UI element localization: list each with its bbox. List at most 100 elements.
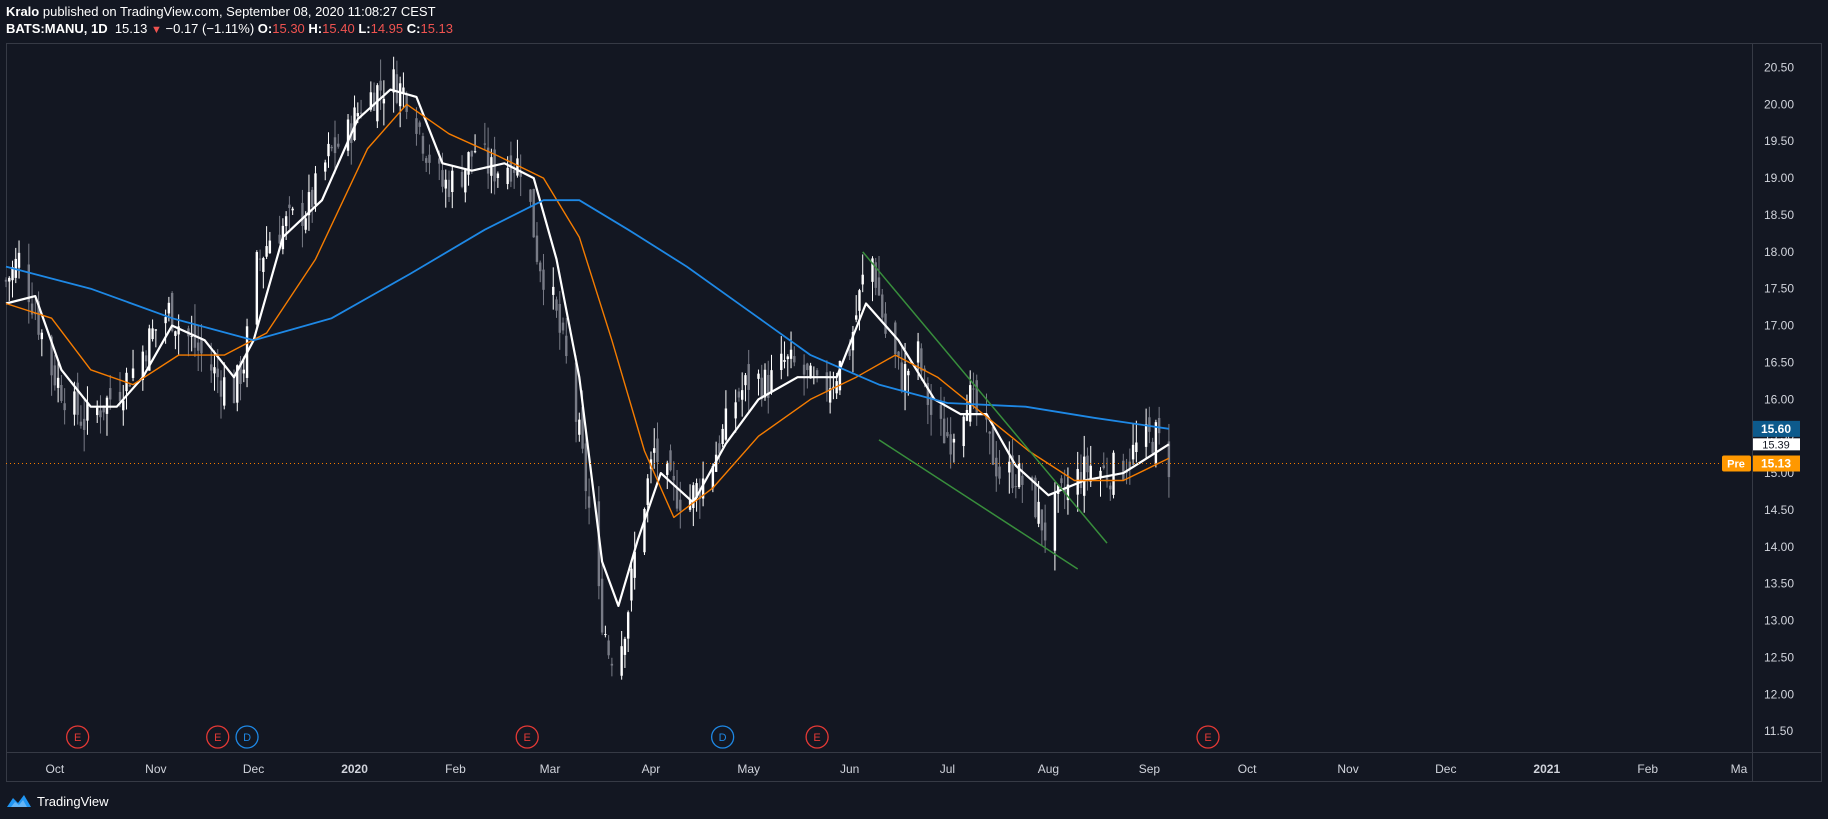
trendline-2[interactable] — [878, 439, 1079, 570]
time-axis[interactable]: Oct Nov Dec 2020 Feb Mar Apr May Jun Jul Aug Sep Oct… — [46, 762, 1748, 776]
candle-body — [1021, 475, 1024, 485]
publish-header: Kralo published on TradingView.com, Sept… — [6, 4, 436, 20]
candle-body — [851, 332, 855, 351]
candle-body — [428, 154, 431, 163]
candle-body — [177, 326, 180, 335]
event-circle — [66, 725, 90, 749]
candle-body — [242, 369, 245, 374]
candle-body — [330, 146, 333, 149]
candle-body — [284, 216, 288, 227]
trendlines[interactable] — [862, 251, 1108, 570]
candle-body — [216, 368, 219, 378]
candle-body — [327, 143, 330, 157]
earnings-marker[interactable]: E — [66, 725, 90, 749]
earnings-marker[interactable]: E — [206, 725, 230, 749]
candle-body — [324, 162, 327, 172]
candle-body — [356, 113, 360, 117]
candle-body — [695, 483, 698, 498]
candle-body — [539, 262, 542, 272]
candle-body — [346, 119, 350, 151]
candle-body — [747, 364, 750, 390]
candle-body — [141, 351, 145, 381]
y-tick-label: 17.00 — [1764, 319, 1794, 333]
author-name[interactable]: Kralo — [6, 4, 40, 19]
candle-body — [164, 317, 167, 324]
y-tick-label: 17.50 — [1764, 282, 1794, 296]
candle-body — [643, 508, 646, 553]
tradingview-logo-icon — [7, 795, 31, 807]
candle-body — [213, 367, 216, 374]
dividend-marker[interactable]: D — [235, 725, 259, 749]
candle-body — [196, 342, 200, 351]
candle-body — [965, 409, 969, 421]
y-tick-label: 12.00 — [1764, 687, 1794, 701]
candle-body — [832, 386, 835, 388]
price-axis[interactable]: 11.5012.0012.5013.0013.5014.0014.5015.00… — [1764, 60, 1794, 738]
dividend-marker[interactable]: D — [710, 725, 735, 749]
candle-body — [757, 373, 760, 379]
candle-body — [50, 336, 53, 376]
trendline-1[interactable] — [862, 251, 1108, 544]
y-tick-label: 13.00 — [1764, 614, 1794, 628]
candle-body — [447, 179, 451, 197]
y-tick-label: 19.50 — [1764, 134, 1794, 148]
candle-body — [646, 478, 649, 505]
price-badge-slow: 15.60 — [1753, 420, 1800, 437]
event-circle — [206, 725, 230, 749]
candle-body — [148, 328, 151, 371]
badge-bg — [1753, 420, 1800, 437]
candle-body — [1014, 486, 1018, 488]
symbol-label[interactable]: BATS:MANU, 1D — [6, 21, 108, 36]
candle-body — [789, 349, 793, 359]
candle-body — [535, 235, 539, 262]
candle-body — [587, 496, 591, 508]
candle-body — [76, 382, 79, 415]
x-tick-label: Feb — [445, 762, 466, 776]
candle-body — [509, 155, 513, 182]
price-change: −0.17 (−1.11%) — [165, 21, 255, 36]
candle-body — [395, 74, 399, 103]
x-tick-label: Dec — [1435, 762, 1456, 776]
indicator-lines — [5, 88, 1752, 608]
candle-body — [604, 634, 607, 636]
candle-body — [128, 384, 131, 387]
candle-body — [372, 92, 376, 111]
candle-body — [786, 356, 789, 360]
x-tick-label: 2020 — [341, 762, 368, 776]
candle-body — [861, 274, 864, 285]
y-tick-label: 20.00 — [1764, 97, 1794, 111]
candle-body — [53, 365, 57, 386]
candle-body — [698, 487, 702, 499]
candles — [4, 56, 1171, 680]
candle-body — [802, 364, 806, 375]
candle-body — [881, 294, 884, 318]
candle-body — [311, 189, 314, 208]
earnings-marker[interactable]: E — [805, 725, 829, 749]
candle-body — [815, 370, 819, 376]
candle-body — [483, 143, 487, 145]
candle-body — [701, 478, 705, 499]
candle-body — [102, 405, 105, 413]
x-tick-label: Nov — [145, 762, 166, 776]
candle-body — [916, 341, 920, 363]
open-label: O: — [257, 21, 273, 36]
candle-body — [988, 431, 991, 434]
candle-body — [561, 322, 565, 331]
candle-body — [692, 485, 695, 509]
earnings-marker[interactable]: E — [515, 725, 539, 749]
earnings-marker[interactable]: E — [1196, 725, 1220, 749]
x-tick-label: Dec — [243, 762, 264, 776]
x-tick-label: Nov — [1337, 762, 1358, 776]
close-label: C: — [406, 21, 421, 36]
badge-value: 15.13 — [1761, 457, 1791, 471]
candle-body — [1011, 455, 1014, 489]
candle-body — [118, 391, 122, 402]
y-tick-label: 12.50 — [1764, 650, 1794, 664]
candle-body — [900, 362, 904, 391]
candle-body — [806, 363, 809, 371]
brand-name[interactable]: TradingView — [37, 793, 109, 809]
y-tick-label: 11.50 — [1764, 724, 1793, 738]
candle-body — [301, 202, 304, 226]
event-label: E — [214, 732, 221, 744]
